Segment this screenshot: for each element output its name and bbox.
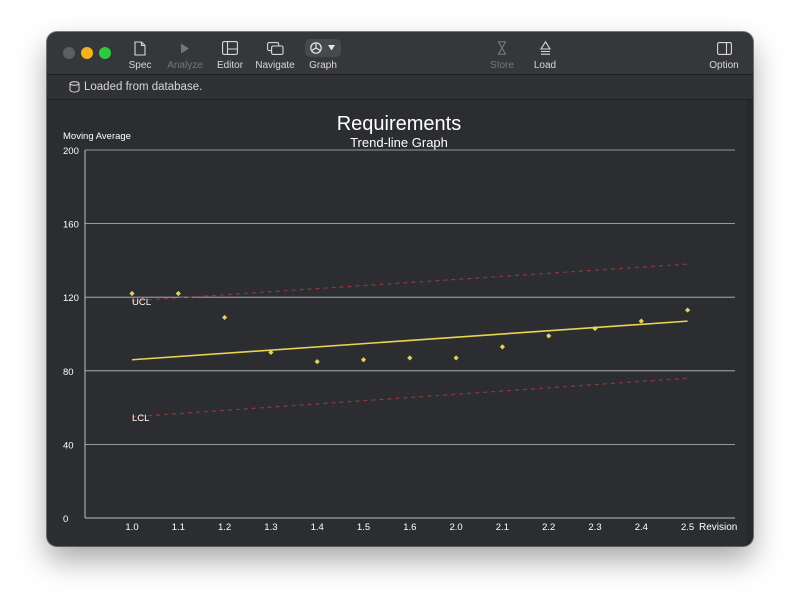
chart-subtitle: Trend-line Graph (350, 135, 448, 150)
y-axis-label: Moving Average (63, 131, 131, 142)
lcl-line (131, 377, 688, 418)
sidebar-right-icon (707, 39, 741, 57)
data-point (129, 290, 135, 297)
x-tick-label: 1.0 (125, 522, 138, 533)
spec-label: Spec (128, 60, 152, 71)
data-point (360, 357, 367, 363)
x-tick-label: 1.5 (357, 522, 370, 533)
minimize-button[interactable] (81, 47, 93, 59)
x-tick-label: 2.5 (681, 522, 694, 533)
data-point (546, 333, 552, 339)
trend-line (131, 320, 688, 361)
close-button[interactable] (63, 47, 75, 59)
ucl-label: UCL (132, 297, 151, 308)
windows-icon (253, 39, 297, 57)
lcl-label: LCL (132, 413, 149, 424)
chart-title: Requirements (337, 113, 462, 135)
data-point (175, 290, 181, 297)
analyze-label: Analyze (167, 60, 203, 71)
x-tick-label: 1.2 (218, 522, 231, 533)
toolbar: Spec Analyze Editor Navigate Graph (47, 32, 753, 75)
editor-button[interactable]: Editor (213, 39, 247, 71)
analyze-button[interactable]: Analyze (165, 39, 205, 71)
status-text: Loaded from database. (84, 81, 203, 93)
database-icon (69, 81, 80, 96)
upload-icon (531, 39, 559, 57)
data-point (453, 355, 459, 361)
data-point (685, 307, 691, 313)
store-button[interactable]: Store (487, 39, 517, 71)
y-tick-label: 40 (63, 440, 74, 451)
y-tick-label: 120 (63, 293, 79, 304)
x-tick-label: 1.1 (172, 522, 185, 533)
data-point (499, 344, 505, 350)
graph-label: Graph (309, 60, 337, 71)
play-icon (165, 39, 205, 57)
y-tick-label: 0 (63, 514, 68, 525)
navigate-button[interactable]: Navigate (253, 39, 297, 71)
load-button[interactable]: Load (531, 39, 559, 71)
spec-button[interactable]: Spec (125, 39, 155, 71)
y-tick-label: 160 (63, 220, 79, 231)
vertical-scrollbar[interactable] (746, 100, 753, 546)
x-tick-label: 2.1 (496, 522, 509, 533)
navigate-label: Navigate (255, 60, 295, 71)
data-point (314, 359, 320, 365)
store-label: Store (490, 60, 514, 71)
x-axis-label: Revision (699, 522, 737, 533)
option-button[interactable]: Option (707, 39, 741, 71)
x-tick-label: 2.3 (588, 522, 601, 533)
data-point (407, 355, 413, 361)
chevron-down-icon (328, 45, 335, 51)
document-icon (125, 39, 155, 57)
y-tick-label: 80 (63, 367, 74, 378)
sidebar-layout-icon (213, 39, 247, 57)
option-label: Option (709, 60, 739, 71)
x-tick-label: 2.4 (635, 522, 648, 533)
trend-chart: Requirements Trend-line Graph Moving Ave… (63, 113, 737, 533)
app-window: Spec Analyze Editor Navigate Graph (47, 32, 753, 546)
editor-label: Editor (216, 60, 244, 71)
pie-chart-icon (305, 39, 341, 57)
data-point (638, 318, 644, 324)
x-tick-label: 2.0 (449, 522, 462, 533)
x-tick-label: 1.6 (403, 522, 416, 533)
x-tick-label: 1.3 (264, 522, 277, 533)
load-label: Load (533, 60, 557, 71)
ucl-line (131, 263, 688, 302)
x-tick-label: 2.2 (542, 522, 555, 533)
data-point (222, 314, 228, 321)
y-tick-label: 200 (63, 146, 79, 157)
graph-button[interactable]: Graph (303, 39, 343, 71)
status-bar: Loaded from database. (47, 75, 753, 100)
x-tick-label: 1.4 (311, 522, 324, 533)
zoom-button[interactable] (99, 47, 111, 59)
hourglass-icon (487, 39, 517, 57)
